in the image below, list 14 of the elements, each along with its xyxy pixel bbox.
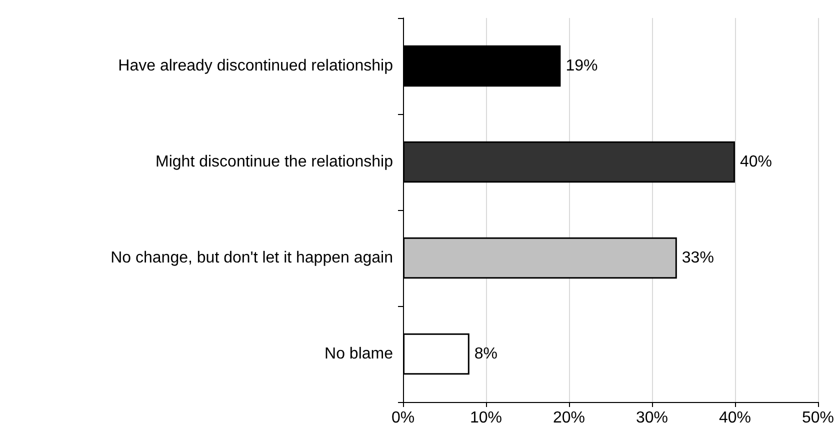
x-tick-label: 0% bbox=[391, 410, 415, 426]
y-tick-label: No change, but don't let it happen again bbox=[110, 250, 393, 266]
data-label: 19% bbox=[566, 58, 598, 74]
x-tick-label: 20% bbox=[552, 410, 586, 426]
data-label: 8% bbox=[474, 346, 498, 362]
x-tick-label: 50% bbox=[802, 410, 834, 426]
data-label: 33% bbox=[682, 250, 714, 266]
x-tick-label: 30% bbox=[636, 410, 668, 426]
y-tick-label: Have already discontinued relationship bbox=[118, 58, 394, 74]
y-tick-label: Might discontinue the relationship bbox=[156, 154, 394, 170]
x-tick-label: 10% bbox=[470, 410, 502, 426]
x-tick-label: 40% bbox=[718, 410, 752, 426]
data-label: 40% bbox=[740, 154, 772, 170]
y-tick-label: No blame bbox=[324, 346, 394, 362]
